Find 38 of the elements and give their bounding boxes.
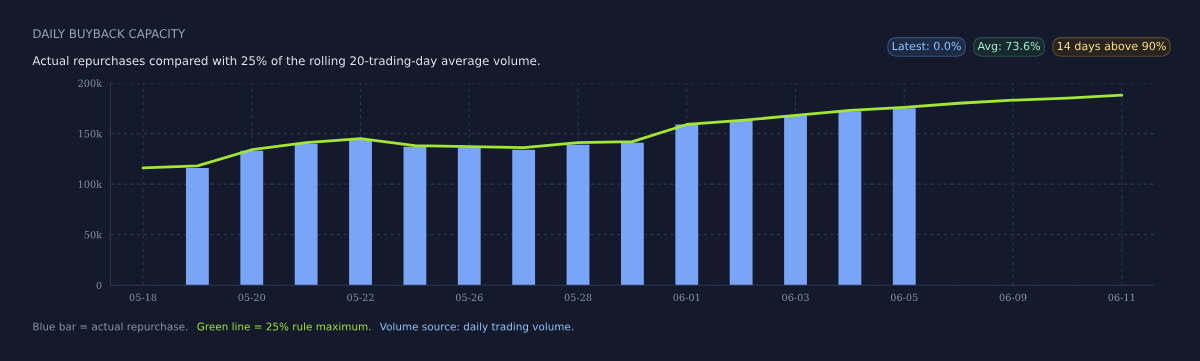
text: 14 days above 90% [1057,41,1166,53]
text: Volume source: daily trading volume. [379,322,574,333]
y-tick-label: 50k [84,230,103,239]
text: Avg: 73.6% [977,41,1041,53]
line-series [141,93,1124,170]
chart-subtitle: Actual repurchases compared with 25% of the rolling 20-trading-day average volume. [32,56,540,68]
x-tick-label: 05-22 [347,293,374,302]
x-tick-label: 05-18 [129,293,157,302]
bar [403,146,427,286]
bar [185,167,209,286]
bar [240,150,264,286]
text: Latest: 0.0% [892,41,961,51]
bar [620,142,644,286]
bar [729,120,753,286]
bar [294,143,318,286]
x-tick-label: 05-26 [455,293,483,302]
text: Blue bar = actual repurchase. [33,322,188,333]
text: Green line = 25% rule maximum. [197,322,371,331]
bar [675,124,699,286]
bar [892,108,916,286]
bar [838,111,862,286]
x-tick-label: 05-20 [238,293,266,302]
chart-title: DAILY BUYBACK CAPACITY [33,29,186,39]
bar [566,144,590,286]
y-tick-label: 150k [78,129,103,138]
y-tick-label: 100k [78,180,103,188]
x-tick-label: 06-11 [1108,293,1135,302]
x-tick-label: 06-05 [890,293,918,302]
bar [512,149,536,286]
bar [457,147,481,286]
y-tick-label: 200k [78,79,103,87]
y-tick-label: 0 [96,281,102,290]
x-tick-label: 06-03 [782,293,809,302]
bar [349,139,372,286]
x-tick-label: 06-01 [673,293,700,302]
x-tick-label: 05-28 [564,293,592,302]
bar [784,115,807,286]
x-tick-label: 06-09 [999,293,1027,302]
